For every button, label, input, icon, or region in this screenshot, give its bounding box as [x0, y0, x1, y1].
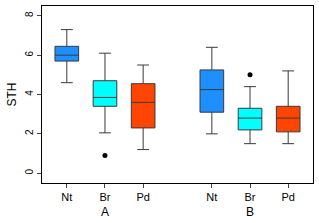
svg-text:Pd: Pd — [281, 191, 294, 203]
svg-text:Nt: Nt — [206, 191, 217, 203]
svg-text:Pd: Pd — [136, 191, 149, 203]
svg-text:4: 4 — [24, 90, 35, 96]
svg-text:8: 8 — [24, 11, 35, 17]
svg-text:Br: Br — [99, 191, 110, 203]
svg-text:2: 2 — [24, 129, 35, 135]
svg-text:0: 0 — [24, 168, 35, 174]
svg-text:A: A — [101, 205, 109, 219]
svg-text:B: B — [246, 205, 254, 219]
svg-text:Br: Br — [245, 191, 256, 203]
svg-text:Nt: Nt — [61, 191, 72, 203]
svg-text:6: 6 — [24, 50, 35, 56]
svg-text:STH: STH — [5, 83, 19, 107]
